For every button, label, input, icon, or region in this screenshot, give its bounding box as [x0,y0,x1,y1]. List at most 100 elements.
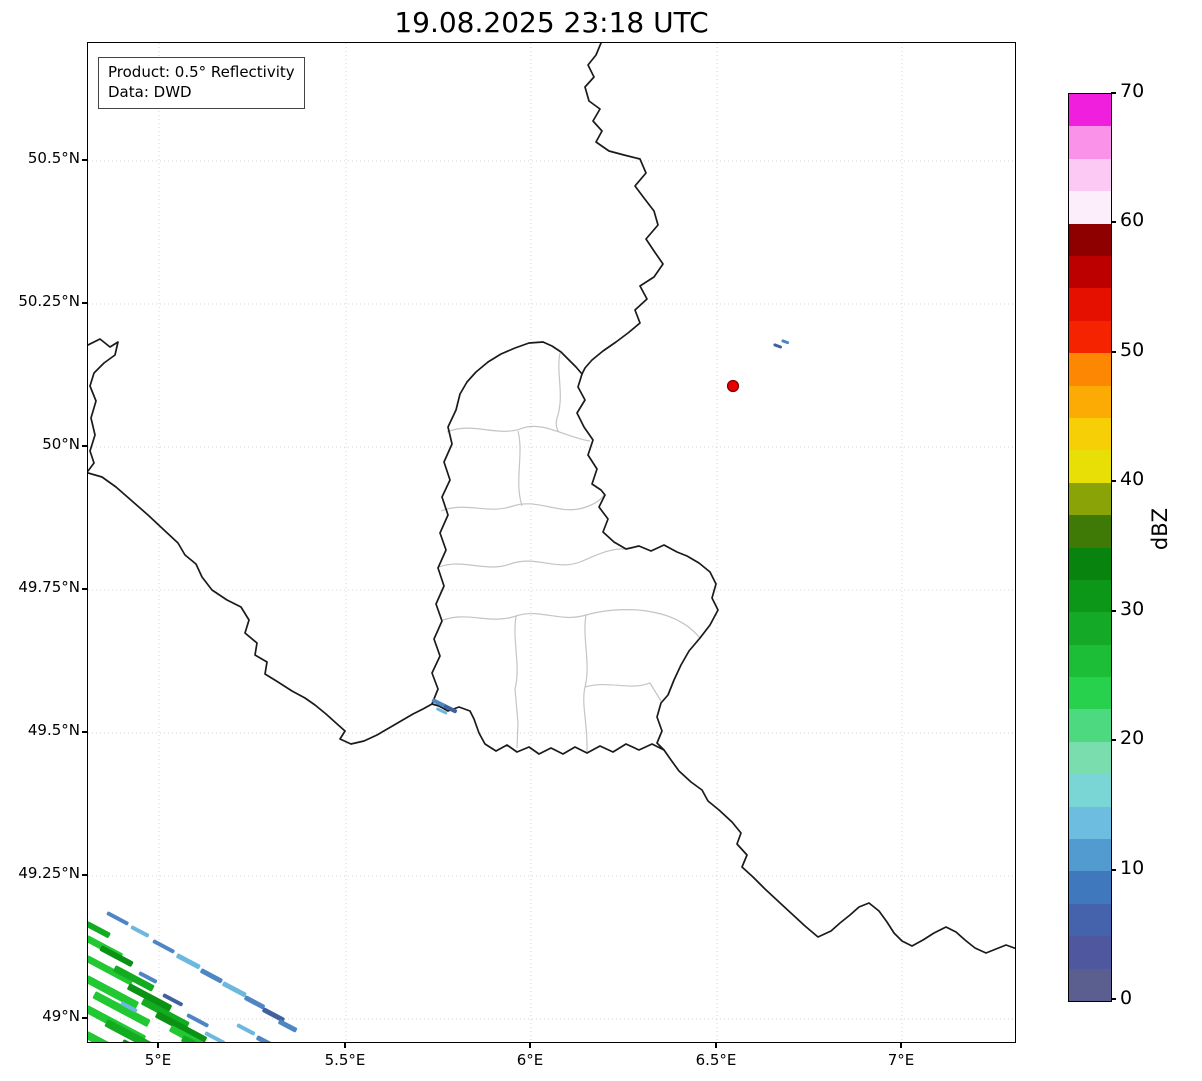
colorbar-segment [1069,547,1111,580]
echo-streak [195,1042,237,1043]
echo-streak [138,971,158,984]
lat-tick-label: 49.75°N [18,578,80,596]
colorbar-segment [1069,644,1111,678]
colorbar-tick-label: 70 [1120,80,1145,102]
colorbar-segment [1069,806,1111,840]
lat-tick-mark [82,445,87,447]
colorbar-segment [1069,158,1111,192]
echo-streak [222,981,247,998]
echo-streak [88,1031,153,1042]
echo-streak [200,968,223,984]
colorbar-tick-mark [1111,92,1116,94]
colorbar-segment [1069,288,1111,321]
echo-streak [92,991,151,1027]
lon-tick-mark [157,1043,159,1048]
colorbar-segment [1069,903,1111,937]
echo-streak [278,1019,298,1033]
echo-streak [781,339,790,345]
echo-streak [120,1001,138,1013]
product-line: Product: 0.5° Reflectivity [108,63,295,81]
colorbar-segment [1069,385,1111,418]
echo-streak [162,993,183,1007]
colorbar-segment [1069,677,1111,710]
echo-streak [256,1035,277,1042]
echo-layer [88,339,790,1043]
colorbar-tick-label: 10 [1120,857,1145,879]
colorbar-tick-label: 0 [1120,987,1133,1009]
colorbar-segment [1069,191,1111,224]
colorbar-tick-mark [1111,610,1116,612]
echo-streak [104,1019,170,1042]
echo-streak [431,698,447,709]
colorbar-segment [1069,839,1111,872]
echo-streak [236,1023,256,1036]
colorbar-segment [1069,741,1111,775]
colorbar-tick-label: 20 [1120,727,1145,749]
echo-streak [88,955,134,986]
lat-tick-mark [82,588,87,590]
lon-tick-label: 7°E [887,1051,915,1069]
colorbar-segment [1069,223,1111,257]
colorbar-tick-mark [1111,221,1116,223]
lon-tick-label: 6°E [516,1051,544,1069]
colorbar-tick-mark [1111,739,1116,741]
colorbar-segment [1069,450,1111,483]
lat-tick-label: 49°N [42,1007,80,1025]
echo-streak [204,1031,225,1042]
colorbar-tick-mark [1111,869,1116,871]
colorbar-segment [1069,94,1111,127]
colorbar-segment [1069,320,1111,354]
map-plot-area: Product: 0.5° Reflectivity Data: DWD [87,42,1016,1043]
colorbar-segment [1069,871,1111,904]
data-source-line: Data: DWD [108,83,192,102]
product-info-box: Product: 0.5° Reflectivity Data: DWD [98,57,305,109]
colorbar-segment [1069,968,1111,1001]
map-gridlines [88,43,1015,1042]
echo-streak [120,1039,180,1042]
colorbar-tick-mark [1111,480,1116,482]
lat-tick-mark [82,302,87,304]
lat-tick-mark [82,159,87,161]
plot-title: 19.08.2025 23:18 UTC [394,6,709,39]
colorbar-unit-label: dBZ [1148,508,1172,551]
echo-streak [152,939,175,954]
echo-streak [141,998,190,1029]
colorbar-segment [1069,936,1111,969]
colorbar-segment [1069,126,1111,159]
radar-site-marker [726,379,740,393]
lon-tick-label: 6.5°E [695,1051,737,1069]
colorbar-segment [1069,417,1111,451]
colorbar-gradient [1068,93,1112,1002]
colorbar-segment [1069,515,1111,548]
lon-tick-mark [715,1043,717,1048]
colorbar-tick-label: 50 [1120,339,1145,361]
colorbar-tick-label: 40 [1120,468,1145,490]
lat-tick-mark [82,874,87,876]
echo-streak [99,945,134,967]
country-borders [88,43,1015,954]
colorbar-tick-mark [1111,998,1116,1000]
map-canvas [88,43,1015,1043]
colorbar-segment [1069,256,1111,289]
echo-streak [155,1011,207,1042]
echo-streak [106,911,129,926]
colorbar-segment [1069,774,1111,807]
echo-streak [262,1007,285,1023]
echo-streak [130,925,150,938]
lat-tick-label: 50.5°N [27,149,80,167]
colorbar-segment [1069,579,1111,613]
echo-streak [244,995,265,1010]
colorbar-tick-label: 60 [1120,209,1145,231]
lon-tick-mark [344,1043,346,1048]
lon-tick-label: 5°E [144,1051,172,1069]
echo-streak [443,704,458,714]
lat-tick-label: 49.25°N [18,864,80,882]
lat-tick-mark [82,731,87,733]
colorbar-segment [1069,709,1111,742]
lon-tick-mark [529,1043,531,1048]
colorbar-tick-mark [1111,351,1116,353]
echo-streak [186,1013,209,1028]
echo-streak [113,965,155,992]
lat-tick-label: 50°N [42,435,80,453]
